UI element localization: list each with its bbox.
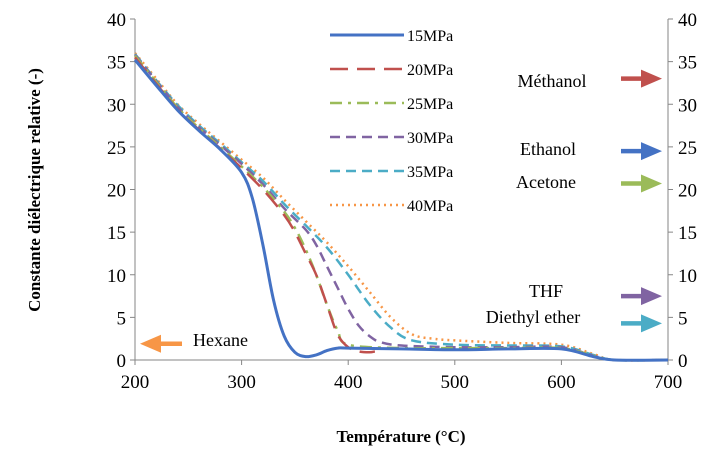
x-tick-label: 200 [121,372,150,393]
x-tick-label: 700 [654,372,683,393]
legend-label-20mpa: 20MPa [407,62,453,79]
arrow-head-thf [641,287,662,306]
solvent-annotations: Méthanol Ethanol Acetone THF Diethyl ether He… [140,69,662,353]
series-layer [133,52,669,362]
series-line-25mpa [134,54,669,362]
series-line-30mpa [134,54,669,362]
legend-label-40mpa: 40MPa [407,198,453,215]
y2-tick-label: 25 [678,138,697,159]
y2-tick-label: 40 [678,10,697,31]
legend: 15MPa 20MPa 25MPa 30MPa 35MPa 40MPa [330,28,453,215]
y-tick-label: 25 [107,138,126,159]
y-tick-label: 35 [107,53,126,74]
x-tick-label: 500 [441,372,470,393]
y2-tick-label: 35 [678,53,697,74]
x-tick-label: 300 [227,372,256,393]
y-tick-label: 15 [107,223,126,244]
annotation-label-diethyl-ether: Diethyl ether [486,307,580,327]
x-tick-label: 400 [334,372,363,393]
arrow-head-acetone [641,174,662,193]
y-tick-label: 40 [107,10,126,31]
y-tick-label: 30 [107,95,126,116]
arrow-head-diethyl-ether [641,314,662,333]
y2-tick-label: 30 [678,95,697,116]
y-tick-label: 0 [117,351,127,372]
annotation-label-ethanol: Ethanol [520,139,576,159]
y-axis-title: Constante diélectrique relative (-) [25,68,44,312]
y-tick-label: 10 [107,266,126,287]
arrow-head-ethanol [641,142,662,161]
annotation-label-acetone: Acetone [516,172,576,192]
y2-tick-label: 20 [678,181,697,202]
y-tick-label: 20 [107,181,126,202]
x-tick-label: 600 [547,372,576,393]
arrow-head-hexane [140,334,161,353]
y2-tick-label: 10 [678,266,697,287]
y2-tick-label: 0 [678,351,688,372]
legend-label-25mpa: 25MPa [407,96,453,113]
annotation-label-thf: THF [529,281,563,301]
legend-label-35mpa: 35MPa [407,164,453,181]
y-tick-label: 5 [117,308,127,329]
series-line-35mpa [134,53,669,362]
x-axis-title: Température (°C) [336,427,465,446]
annotation-label-m-thanol: Méthanol [518,71,587,91]
y2-tick-label: 5 [678,308,688,329]
y2-tick-label: 15 [678,223,697,244]
arrow-head-m-thanol [641,69,662,88]
legend-label-30mpa: 30MPa [407,130,453,147]
series-line-15mpa [133,58,669,362]
legend-label-15mpa: 15MPa [407,28,453,45]
annotation-label-hexane: Hexane [193,330,248,350]
series-line-40mpa [134,52,669,362]
